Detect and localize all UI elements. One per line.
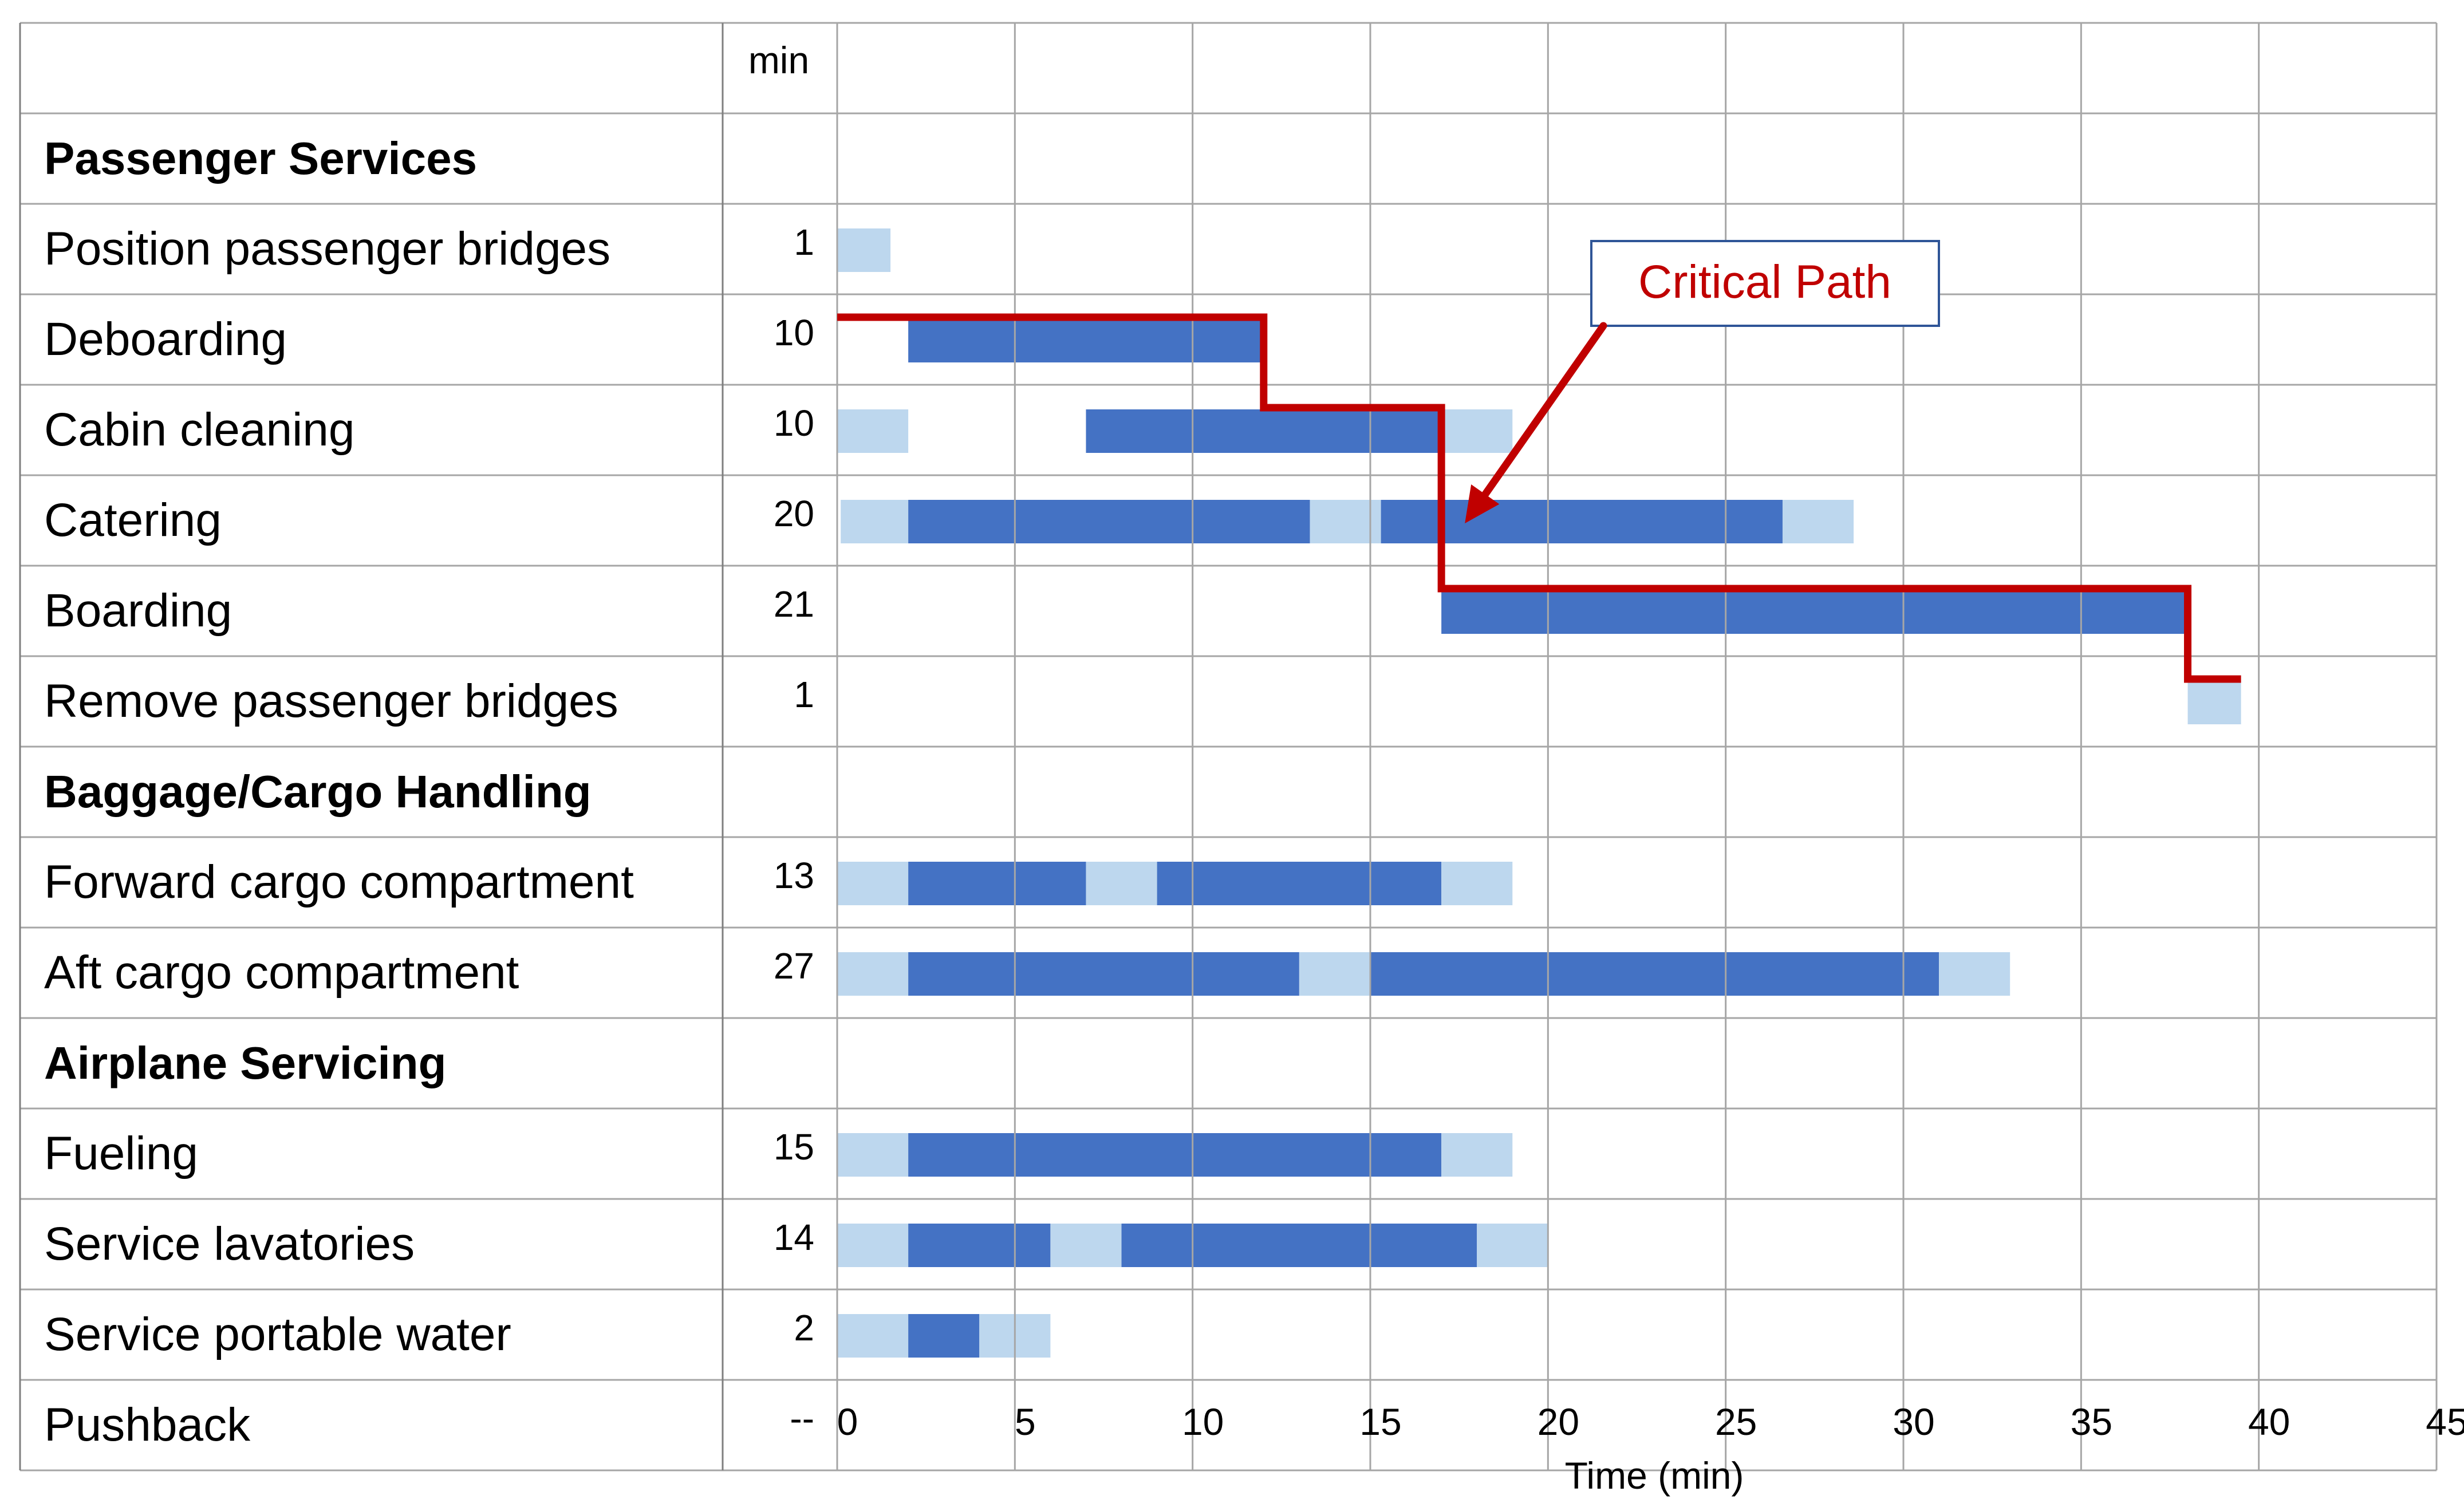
slack-bar	[1441, 409, 1513, 453]
slack-bar	[2187, 681, 2241, 724]
task-label: Forward cargo compartment	[44, 856, 634, 908]
task-bar	[1121, 1224, 1477, 1267]
duration-value: 15	[774, 1126, 814, 1167]
task-bar	[908, 1133, 1442, 1177]
critical-path-layer	[837, 313, 2241, 683]
x-tick-label: 10	[1182, 1401, 1224, 1443]
slack-bar	[1299, 952, 1370, 996]
duration-value: 13	[774, 855, 814, 896]
slack-bar	[841, 500, 909, 543]
x-tick-label: 30	[1893, 1401, 1934, 1443]
task-label: Pushback	[44, 1399, 251, 1451]
task-bar	[908, 862, 1086, 905]
slack-bar	[837, 409, 909, 453]
slack-bar	[837, 862, 909, 905]
slack-bar	[837, 952, 909, 996]
slack-bar	[837, 1314, 909, 1358]
callout-arrow	[1481, 322, 1607, 498]
slack-bar	[837, 228, 891, 272]
task-label: Boarding	[44, 585, 232, 637]
duration-value: 27	[774, 945, 814, 987]
duration-value: 2	[794, 1307, 814, 1348]
x-tick-label: 0	[837, 1401, 858, 1443]
section-heading: Passenger Services	[44, 133, 477, 184]
slack-bar	[1782, 500, 1854, 543]
slack-bar	[1441, 1133, 1513, 1177]
labels-layer: Passenger Services Position passenger bri…	[44, 133, 814, 1451]
duration-value: 10	[774, 403, 814, 444]
task-bar	[908, 952, 1299, 996]
task-label: Remove passenger bridges	[44, 675, 618, 727]
x-tick-label: 15	[1359, 1401, 1401, 1443]
slack-bar	[837, 1224, 909, 1267]
duration-value: 20	[774, 493, 814, 534]
task-bar	[908, 1314, 980, 1358]
x-tick-label: 45	[2426, 1401, 2464, 1443]
task-bar	[908, 500, 1310, 543]
task-label: Position passenger bridges	[44, 223, 610, 275]
section-heading: Baggage/Cargo Handling	[44, 766, 592, 817]
duration-value: 14	[774, 1217, 814, 1258]
slack-bar	[1477, 1224, 1548, 1267]
task-bar	[908, 1224, 1051, 1267]
section-heading: Airplane Servicing	[44, 1037, 446, 1088]
task-label: Service portable water	[44, 1308, 511, 1360]
slack-bar	[1310, 500, 1381, 543]
task-label: Fueling	[44, 1127, 198, 1179]
task-label: Catering	[44, 494, 222, 546]
duration-value: 1	[794, 674, 814, 715]
task-label: Service lavatories	[44, 1218, 415, 1270]
x-tick-label: 25	[1715, 1401, 1757, 1443]
callout-arrowhead	[1465, 484, 1500, 523]
bars-layer	[837, 228, 2241, 1358]
callout-box	[1590, 240, 1940, 327]
task-bar	[908, 319, 1264, 362]
slack-bar	[837, 1133, 909, 1177]
x-tick-label: 20	[1537, 1401, 1579, 1443]
task-bar	[1370, 952, 1939, 996]
duration-value: 1	[794, 222, 814, 263]
task-label: Aft cargo compartment	[44, 946, 519, 999]
x-tick-label: 5	[1015, 1401, 1036, 1443]
slack-bar	[1086, 862, 1157, 905]
x-axis-title: Time (min)	[1565, 1454, 1744, 1497]
x-tick-label: 35	[2071, 1401, 2112, 1443]
duration-column-header: min	[748, 39, 809, 81]
x-tick-label: 40	[2248, 1401, 2290, 1443]
slack-bar	[1441, 862, 1513, 905]
slack-bar	[1050, 1224, 1122, 1267]
grid-layer	[19, 22, 2438, 1472]
task-bar	[1381, 500, 1783, 543]
duration-value: 21	[774, 583, 814, 625]
duration-value: 10	[774, 312, 814, 353]
critical-path-line	[837, 313, 2241, 683]
slack-bar	[1939, 952, 2010, 996]
task-label: Deboarding	[44, 313, 287, 365]
callout-label: Critical Path	[1638, 256, 1891, 308]
task-bar	[1441, 590, 2188, 634]
task-bar	[1157, 862, 1442, 905]
x-axis: Time (min) 0 5 10 15 20 25 30 35 40 45	[837, 1401, 2464, 1497]
critical-path-callout: Critical Path	[1465, 240, 1940, 523]
task-label: Cabin cleaning	[44, 404, 355, 456]
duration-value: --	[790, 1398, 814, 1439]
task-bar	[1086, 409, 1442, 453]
